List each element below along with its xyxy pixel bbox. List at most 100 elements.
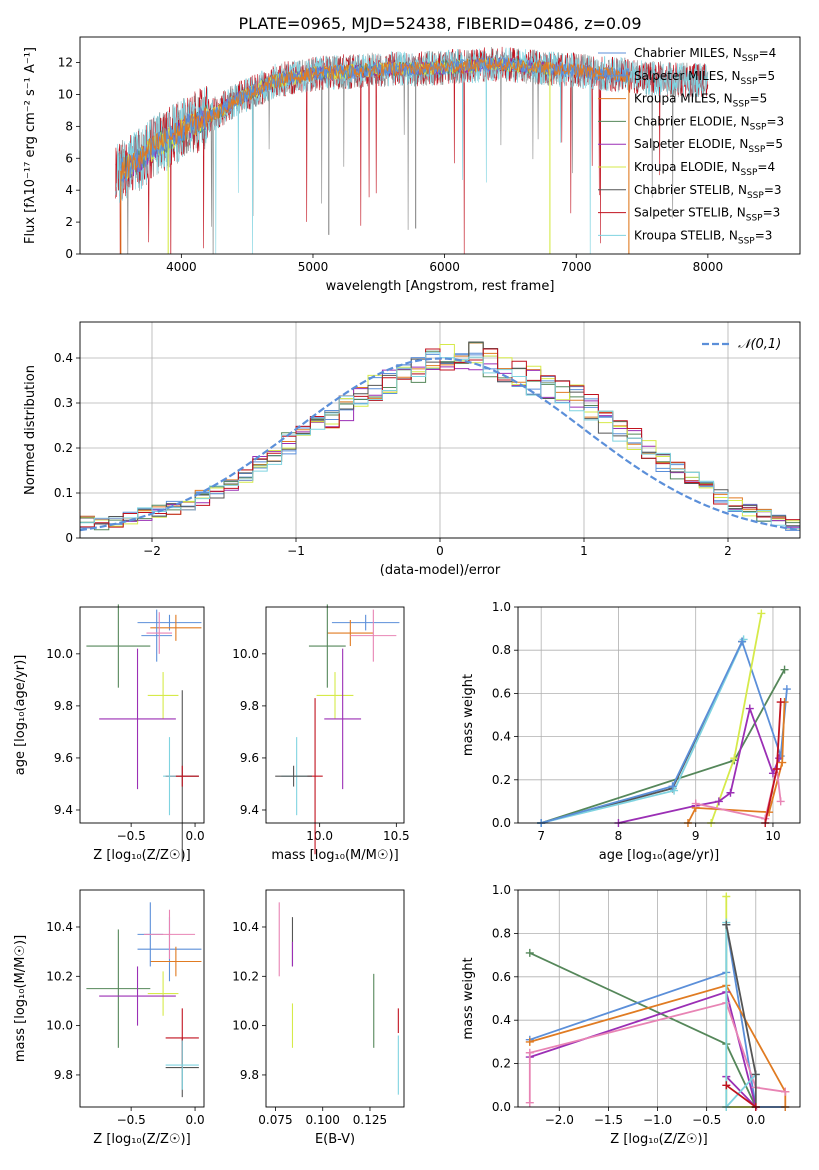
y-axis-label: Flux [fλ10⁻¹⁷ erg cm⁻² s⁻¹ A⁻¹] <box>23 47 38 244</box>
x-tick-label: 0 <box>436 544 444 558</box>
legend-subscript: SSP <box>738 236 755 246</box>
legend-text: Salpeter STELIB, N <box>634 206 746 220</box>
x-tick-label: 0.125 <box>353 1113 387 1127</box>
spectrum-panel: 4000 5000 6000 7000 8000 0 2 4 6 8 10 12 wavelength … <box>23 36 801 294</box>
y-tick-label: 10.4 <box>232 920 259 934</box>
legend-text: Kroupa MILES, N <box>634 92 733 106</box>
plot-frame <box>265 606 405 824</box>
figure-title: PLATE=0965, MJD=52438, FIBERID=0486, z=0… <box>238 14 641 33</box>
legend-count: =4 <box>757 160 775 174</box>
y-tick-label: 0.1 <box>54 486 73 500</box>
x-tick-label: −2.0 <box>545 1113 574 1127</box>
y-tick-label: 10.0 <box>46 1019 73 1033</box>
legend-subscript: SSP <box>748 145 765 155</box>
x-tick-label: 10.5 <box>383 829 410 843</box>
x-axis-label: Z [log₁₀(Z/Z☉)] <box>93 848 190 863</box>
y-tick-label: 6 <box>65 151 73 165</box>
y-axis-label: mass [log₁₀(M/M☉)] <box>13 935 28 1062</box>
weight-line-chabrier-elodie <box>540 669 786 824</box>
plot-frame <box>79 321 801 539</box>
x-tick-label: 8 <box>615 829 623 843</box>
legend-label: Chabrier ELODIE, NSSP=3 <box>634 114 784 132</box>
weight-line-salpeter-stelib <box>725 1084 757 1108</box>
weight-marker <box>525 1048 534 1057</box>
weight-marker <box>668 782 677 791</box>
y-tick-label: 10.0 <box>232 1019 259 1033</box>
y-tick-label: 10.4 <box>46 920 73 934</box>
x-tick-label: −0.5 <box>692 1113 721 1127</box>
y-tick-label: 10.0 <box>232 647 259 661</box>
y-tick-label: 9.8 <box>240 699 259 713</box>
plot-frame <box>79 889 205 1108</box>
age-vs-mass-panel: 10.0 10.5 9.4 9.6 9.8 10.0 mass [log₁₀(M/M☉)] <box>232 604 410 863</box>
legend-label: Salpeter ELODIE, NSSP=5 <box>634 137 783 155</box>
mass-vs-ebv-panel: 0.075 0.100 0.125 9.8 10.0 10.2 10.4 E(B-V) <box>232 889 405 1147</box>
legend-subscript: SSP <box>742 54 759 64</box>
y-tick-label: 1.0 <box>492 883 511 897</box>
weight-marker <box>722 892 731 901</box>
histogram-kroupa-stelib <box>80 352 800 530</box>
y-tick-label: 9.8 <box>240 1068 259 1082</box>
plot-frame <box>265 889 405 1108</box>
y-tick-label: 9.4 <box>54 803 73 817</box>
y-tick-label: 0.4 <box>492 730 511 744</box>
weight-marker <box>745 704 754 713</box>
y-tick-label: 1.0 <box>492 600 511 614</box>
x-tick-label: −1.0 <box>643 1113 672 1127</box>
y-tick-label: 10.0 <box>46 647 73 661</box>
x-axis-label: age [log₁₀(age/yr)] <box>599 848 720 863</box>
y-tick-label: 9.8 <box>54 1068 73 1082</box>
x-tick-label: 0.075 <box>258 1113 292 1127</box>
x-axis-label: Z [log₁₀(Z/Z☉)] <box>93 1132 190 1147</box>
legend-count: =3 <box>766 114 784 128</box>
plot-frame <box>517 889 801 1108</box>
y-tick-label: 12 <box>58 56 73 70</box>
weight-marker <box>780 665 789 674</box>
legend-text: Chabrier MILES, N <box>634 46 742 60</box>
y-tick-label: 9.6 <box>54 751 73 765</box>
y-axis-label: mass weight <box>461 674 476 756</box>
y-tick-label: 0.0 <box>492 1100 511 1114</box>
weight-marker <box>525 1098 534 1107</box>
plot-frame <box>517 606 801 824</box>
legend-subscript: SSP <box>733 100 750 110</box>
x-tick-label: −1.5 <box>594 1113 623 1127</box>
legend-label: Salpeter STELIB, NSSP=3 <box>634 206 780 224</box>
y-tick-label: 0.4 <box>492 1013 511 1027</box>
weight-marker <box>722 920 731 929</box>
y-tick-label: 2 <box>65 215 73 229</box>
x-tick-label: 1 <box>580 544 588 558</box>
y-tick-label: 0.2 <box>492 1057 511 1071</box>
weight-line-kroupa-miles <box>529 984 787 1107</box>
x-axis-label: Z [log₁₀(Z/Z☉)] <box>610 1132 707 1147</box>
y-tick-label: 9.4 <box>240 803 259 817</box>
legend-subscript: SSP <box>746 214 763 224</box>
legend-count: =3 <box>755 228 773 242</box>
y-tick-label: 9.6 <box>240 751 259 765</box>
legend-label: Kroupa STELIB, NSSP=3 <box>634 228 772 246</box>
legend-subscript: SSP <box>750 122 767 132</box>
y-tick-label: 10 <box>58 87 73 101</box>
y-tick-label: 0.6 <box>492 686 511 700</box>
legend-count: =5 <box>757 69 775 83</box>
weight-marker <box>525 948 534 957</box>
legend-text: Chabrier STELIB, N <box>634 183 747 197</box>
x-tick-label: 10 <box>765 829 780 843</box>
y-tick-label: 9.8 <box>54 699 73 713</box>
weight-marker <box>525 1037 534 1046</box>
weight-marker <box>670 786 679 795</box>
y-tick-label: 0.8 <box>492 926 511 940</box>
y-tick-label: 10.2 <box>232 969 259 983</box>
x-tick-label: −1 <box>287 544 305 558</box>
weight-marker <box>782 685 791 694</box>
normal-curve <box>79 357 801 532</box>
x-tick-label: 5000 <box>298 260 329 274</box>
legend-label: Salpeter MILES, NSSP=5 <box>634 69 775 87</box>
x-tick-label: −0.5 <box>117 829 146 843</box>
legend-text: Chabrier ELODIE, N <box>634 114 750 128</box>
legend-count: =4 <box>759 46 777 60</box>
x-tick-label: 7000 <box>561 260 592 274</box>
y-axis-label: mass weight <box>461 957 476 1039</box>
x-tick-label: 0.0 <box>186 829 205 843</box>
